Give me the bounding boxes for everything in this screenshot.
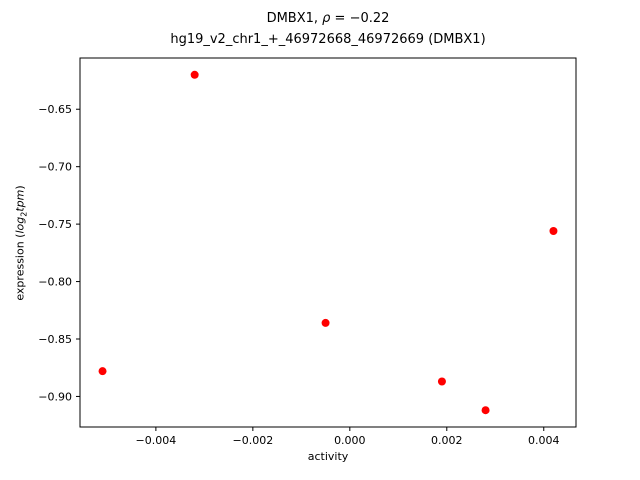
scatter-point (437, 377, 446, 386)
chart-title: DMBX1, ρ = −0.22 (80, 8, 576, 29)
plot-area (79, 57, 577, 428)
chart-subtitle: hg19_v2_chr1_+_46972668_46972669 (DMBX1) (170, 32, 486, 47)
y-tick-label: −0.75 (38, 218, 72, 231)
y-axis-label-suffix: ) (13, 185, 27, 190)
y-tick-label: −0.80 (38, 276, 72, 289)
x-tick-label: 0.002 (431, 434, 463, 447)
x-tick-label: −0.002 (232, 434, 273, 447)
scatter-point (321, 318, 330, 327)
y-axis-label-log: log (13, 216, 27, 234)
scatter-point (481, 406, 490, 415)
chart-title-block: DMBX1, ρ = −0.22 hg19_v2_chr1_+_46972668… (80, 8, 576, 50)
y-tick-label: −0.65 (38, 103, 72, 116)
x-tick-label: 0.000 (334, 434, 366, 447)
y-axis-label-prefix: expression ( (13, 233, 27, 301)
scatter-point (98, 367, 107, 376)
chart-title-prefix: DMBX1, (266, 11, 323, 26)
y-tick-label: −0.70 (38, 161, 72, 174)
x-tick-label: −0.004 (136, 434, 177, 447)
y-axis-label-subscript: 2 (19, 211, 29, 217)
chart-title-rho-symbol: ρ (322, 11, 331, 26)
x-axis-label: activity (307, 450, 349, 463)
x-tick-label: 0.004 (528, 434, 560, 447)
y-axis-label: expression (log2tpm) (13, 185, 28, 300)
y-tick-label: −0.90 (38, 390, 72, 403)
y-tick-label: −0.85 (38, 333, 72, 346)
chart-title-correlation-value: = −0.22 (330, 11, 390, 26)
scatter-point (549, 227, 558, 236)
scatter-point (190, 70, 199, 79)
y-axis-label-tpm: tpm (13, 189, 27, 212)
